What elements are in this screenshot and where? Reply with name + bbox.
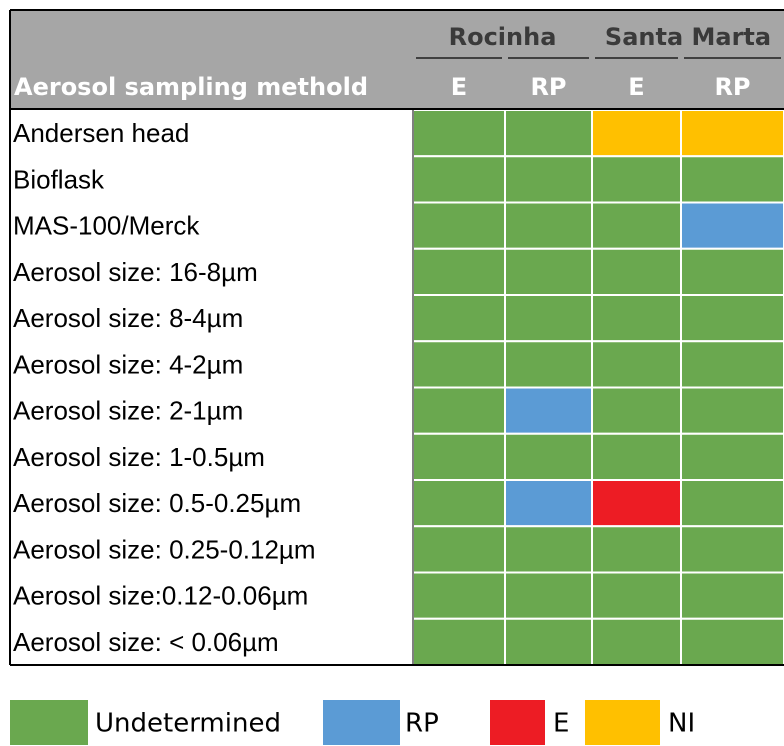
group-header: Santa Marta xyxy=(605,23,771,51)
row-header: Aerosol sampling methold xyxy=(14,73,368,101)
cell xyxy=(680,201,784,250)
cell xyxy=(412,525,506,574)
cell xyxy=(504,201,593,250)
legend-label: E xyxy=(553,709,569,739)
cell xyxy=(504,432,593,481)
legend-swatch xyxy=(323,700,400,745)
cell xyxy=(412,109,506,158)
cell xyxy=(412,155,506,204)
cell xyxy=(591,617,682,666)
legend-label: Undetermined xyxy=(95,709,281,739)
cell xyxy=(591,201,682,250)
cell xyxy=(591,294,682,343)
cell xyxy=(504,247,593,296)
row-label: Aerosol size: 2-1µm xyxy=(13,396,243,426)
row-label: Bioflask xyxy=(13,164,105,194)
row-label: Aerosol size: 4-2µm xyxy=(13,349,243,379)
column-header: E xyxy=(628,73,644,101)
column-header: E xyxy=(451,73,467,101)
cell xyxy=(680,386,784,435)
legend-label: RP xyxy=(405,709,439,739)
cell xyxy=(591,525,682,574)
legend-swatch xyxy=(585,700,660,745)
cell xyxy=(680,617,784,666)
cell xyxy=(680,109,784,158)
row-label: Aerosol size: 8-4µm xyxy=(13,303,243,333)
cell xyxy=(680,155,784,204)
row-label: Aerosol size:0.12-0.06µm xyxy=(13,581,308,611)
row-label: Andersen head xyxy=(13,118,189,148)
cell xyxy=(504,479,593,528)
cell xyxy=(504,340,593,389)
cell xyxy=(412,201,506,250)
cell xyxy=(412,294,506,343)
cell xyxy=(504,155,593,204)
group-header: Rocinha xyxy=(449,23,557,51)
cell xyxy=(504,294,593,343)
cell xyxy=(504,525,593,574)
row-label: Aerosol size: 16-8µm xyxy=(13,257,258,287)
cell xyxy=(680,571,784,620)
cell xyxy=(680,294,784,343)
row-label: Aerosol size: 0.5-0.25µm xyxy=(13,488,301,518)
cell xyxy=(680,247,784,296)
cell xyxy=(591,155,682,204)
cell xyxy=(591,571,682,620)
row-label: Aerosol size: 1-0.5µm xyxy=(13,442,265,472)
row-label: MAS-100/Merck xyxy=(13,211,200,241)
cell xyxy=(680,432,784,481)
cell xyxy=(412,571,506,620)
cell xyxy=(591,386,682,435)
legend-label: NI xyxy=(668,709,695,739)
cell xyxy=(591,247,682,296)
column-header: RP xyxy=(714,73,750,101)
row-label: Aerosol size: < 0.06µm xyxy=(13,627,279,657)
cell xyxy=(412,386,506,435)
cell xyxy=(412,247,506,296)
cell xyxy=(412,479,506,528)
column-header: RP xyxy=(530,73,566,101)
legend-swatch xyxy=(10,700,88,745)
cell xyxy=(412,340,506,389)
cell xyxy=(680,479,784,528)
cell xyxy=(591,479,682,528)
row-label: Aerosol size: 0.25-0.12µm xyxy=(13,534,316,564)
cell xyxy=(504,386,593,435)
cell xyxy=(680,525,784,574)
cell xyxy=(591,432,682,481)
cell xyxy=(591,340,682,389)
cell xyxy=(412,617,506,666)
cell xyxy=(412,432,506,481)
cell xyxy=(504,617,593,666)
cell xyxy=(591,109,682,158)
cell xyxy=(504,109,593,158)
cell xyxy=(504,571,593,620)
legend-swatch xyxy=(490,700,545,745)
cell xyxy=(680,340,784,389)
